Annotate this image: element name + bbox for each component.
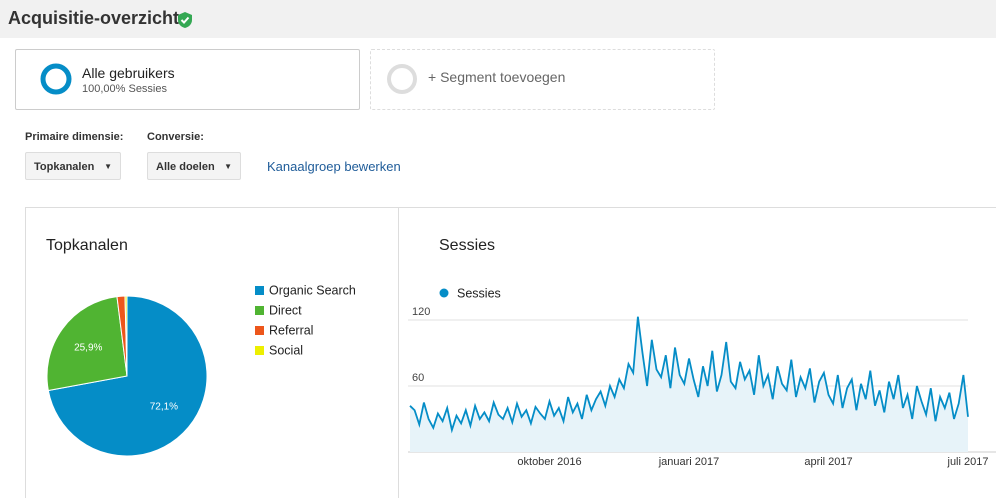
legend-swatch (255, 306, 264, 315)
add-segment[interactable] (370, 49, 715, 110)
segment-ring (40, 63, 72, 95)
add-segment-label[interactable]: + Segment toevoegen (428, 69, 566, 85)
header-bar (0, 0, 996, 38)
edit-channel-link[interactable]: Kanaalgroep bewerken (267, 159, 401, 174)
area (410, 316, 968, 452)
primary-dimension-dropdown[interactable]: Topkanalen ▼ (25, 152, 121, 180)
x-tick-label: juli 2017 (947, 456, 989, 468)
dropdown-value: Topkanalen (34, 161, 95, 173)
legend-swatch (255, 286, 264, 295)
legend-label: Social (269, 343, 303, 357)
legend-label: Sessies (457, 286, 501, 300)
legend-label: Organic Search (269, 283, 356, 297)
conversion-label: Conversie: (147, 131, 204, 143)
x-tick-label: april 2017 (804, 456, 852, 468)
segment-name: Alle gebruikers (82, 65, 175, 81)
slice-label: 25,9% (74, 342, 102, 353)
pie-slice (47, 295, 208, 457)
y-tick-label: 120 (412, 306, 430, 318)
conversion-dropdown[interactable]: Alle doelen ▼ (147, 152, 241, 180)
page-title: Acquisitie-overzicht (8, 8, 180, 28)
x-tick-label: oktober 2016 (517, 456, 581, 468)
verified-icon (178, 12, 192, 28)
dropdown-value: Alle doelen (156, 161, 215, 173)
segment-detail: 100,00% Sessies (82, 83, 167, 95)
legend-marker (439, 288, 449, 298)
y-tick-label: 60 (412, 372, 424, 384)
legend-label: Direct (269, 303, 302, 317)
chart-title: Sessies (439, 237, 495, 254)
legend-label: Referral (269, 323, 313, 337)
line (409, 316, 969, 434)
legend-swatch (255, 346, 264, 355)
segment-card[interactable] (15, 49, 360, 110)
primary-dimension-label: Primaire dimensie: (25, 131, 124, 143)
legend-swatch (255, 326, 264, 335)
chart-title: Topkanalen (46, 237, 128, 254)
segment-ring (387, 64, 417, 94)
pie-slice (46, 296, 128, 392)
pie-slice (124, 295, 128, 377)
x-tick-label: januari 2017 (658, 456, 720, 468)
slice-label: 72,1% (150, 401, 178, 412)
chart-panel (25, 207, 996, 498)
